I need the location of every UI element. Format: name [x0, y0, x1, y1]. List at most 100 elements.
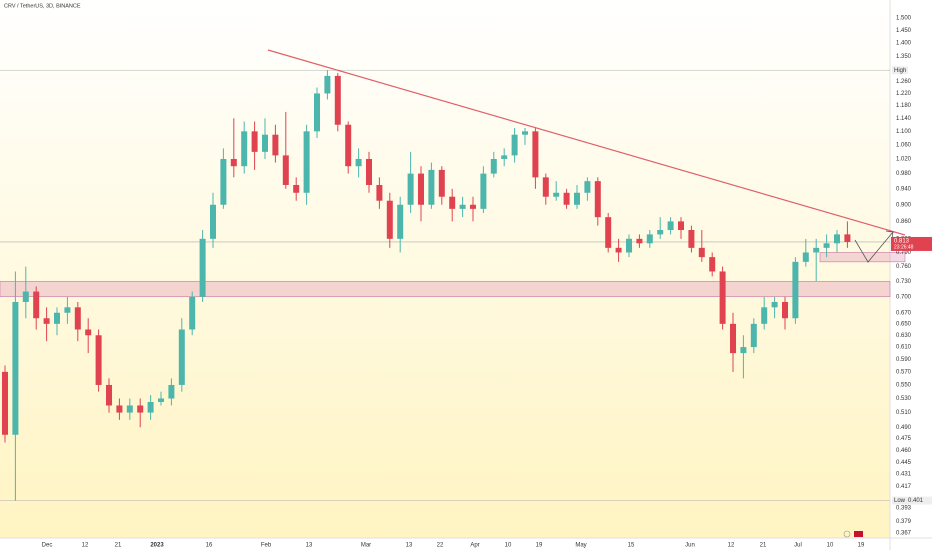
candle-body — [771, 301, 778, 308]
candle-body — [688, 230, 695, 248]
candle-body — [511, 134, 518, 156]
x-tick-label: Apr — [470, 543, 479, 549]
y-tick-label: 0.760 — [896, 264, 912, 270]
candle-body — [230, 158, 237, 167]
candle-body — [501, 155, 508, 159]
y-tick-label: 1.450 — [896, 28, 912, 34]
candle-body — [220, 158, 227, 205]
candle-body — [407, 173, 414, 205]
low-badge — [892, 496, 932, 505]
x-tick-label: 19 — [536, 543, 543, 549]
candle-body — [334, 75, 341, 125]
y-tick-label: 0.510 — [896, 410, 912, 416]
candle-body — [137, 405, 144, 413]
y-tick-label: 0.431 — [896, 472, 912, 478]
y-tick-label: 0.860 — [896, 219, 912, 225]
x-tick-label: 10 — [827, 543, 834, 549]
candle-body — [64, 307, 71, 313]
y-tick-label: 1.180 — [896, 103, 912, 109]
candle-body — [210, 204, 216, 239]
candle-body — [376, 184, 383, 201]
zone — [819, 252, 906, 263]
x-tick-label: 13 — [306, 543, 313, 549]
y-tick-label: 0.730 — [896, 279, 912, 285]
candle-body — [241, 131, 248, 167]
y-tick-label: 1.220 — [896, 91, 912, 97]
candle-body — [272, 134, 279, 156]
candle-body — [386, 200, 393, 239]
y-tick-label: 0.445 — [896, 460, 912, 466]
candle-body — [563, 192, 570, 205]
candle-body — [324, 75, 331, 94]
candle-body — [522, 131, 528, 135]
trend-line — [267, 49, 906, 236]
candle-body — [615, 247, 622, 253]
y-tick-label: 1.140 — [896, 116, 912, 122]
candle-body — [844, 234, 851, 242]
candle-body — [199, 238, 206, 297]
candle-body — [2, 371, 8, 435]
projection-arrow — [854, 231, 894, 263]
y-tick-label: 0.379 — [896, 519, 912, 525]
x-tick-label: 13 — [406, 543, 413, 549]
x-tick-label: Feb — [261, 543, 272, 549]
x-tick-label: 21 — [760, 543, 767, 549]
candle-body — [646, 234, 653, 244]
candle-body — [480, 173, 487, 209]
candle-body — [553, 192, 560, 197]
y-tick-label: 0.700 — [896, 294, 912, 300]
candle-body — [761, 307, 768, 324]
x-tick-label: 10 — [505, 543, 512, 549]
settings-icon[interactable] — [843, 530, 851, 538]
y-tick-label: 0.367 — [896, 531, 912, 537]
candle-body — [95, 335, 102, 385]
candle-body — [792, 261, 799, 319]
flag-icon[interactable] — [854, 531, 863, 537]
y-tick-label: 0.980 — [896, 171, 912, 177]
y-tick-label: 0.417 — [896, 484, 912, 490]
candle-body — [813, 247, 820, 253]
price-badge — [891, 236, 932, 251]
x-tick-label: 12 — [728, 543, 735, 549]
candle-body — [418, 173, 424, 205]
candle-body — [470, 204, 476, 209]
candle-body — [251, 131, 258, 152]
candle-body — [782, 301, 788, 319]
candle-body — [345, 124, 352, 167]
candle-body — [584, 181, 591, 193]
candle-body — [698, 247, 705, 258]
zone — [0, 281, 891, 298]
x-tick-label: 2023 — [150, 543, 164, 549]
candle-body — [106, 384, 112, 406]
candle-body — [22, 291, 29, 302]
candle-body — [178, 329, 185, 385]
header: CRV / TetherUS, 3D, BINANCE — [4, 3, 81, 9]
candle-body — [126, 405, 133, 413]
candle-body — [678, 221, 684, 231]
price-label: 0.813 — [894, 239, 910, 245]
candle-body — [719, 271, 726, 324]
candle-body — [43, 318, 50, 324]
y-tick-label: 0.630 — [896, 333, 912, 339]
y-tick-label: 0.570 — [896, 369, 912, 375]
y-tick-label: 1.060 — [896, 142, 912, 148]
candle-body — [314, 93, 320, 132]
y-tick-label: 0.460 — [896, 448, 912, 454]
candle-body — [54, 312, 60, 324]
candle-body — [532, 131, 539, 178]
y-tick-label: 0.590 — [896, 357, 912, 363]
candle-body — [657, 230, 664, 235]
x-tick-label: Jun — [685, 543, 695, 549]
y-tick-label: 0.475 — [896, 436, 912, 442]
candle-body — [740, 347, 747, 354]
candle-body — [605, 217, 612, 248]
y-tick-label: 1.350 — [896, 54, 912, 60]
y-tick-label: 1.020 — [896, 157, 912, 163]
candle-body — [428, 169, 435, 205]
candle-body — [33, 291, 40, 319]
candle-body — [490, 158, 497, 174]
candle-body — [303, 131, 310, 193]
candle-body — [438, 169, 445, 197]
countdown: 23:26:48 — [894, 244, 914, 250]
y-tick-label: 0.530 — [896, 396, 912, 402]
